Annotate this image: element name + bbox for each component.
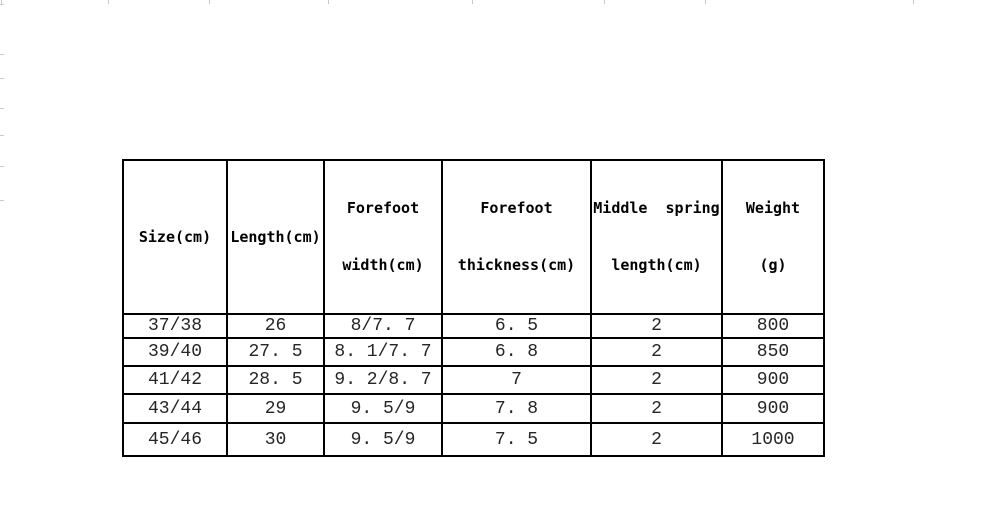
cell-middle-spring-length: 2 xyxy=(590,422,723,457)
header-forefoot-thickness: Forefoot thickness(cm) xyxy=(441,159,592,315)
table-row: 43/44 29 9. 5/9 7. 8 2 900 xyxy=(122,393,825,424)
cell-forefoot-thickness: 6. 8 xyxy=(441,337,592,367)
header-length-label: Length(cm) xyxy=(230,227,321,246)
cell-size: 41/42 xyxy=(122,365,228,395)
cell-forefoot-thickness: 7. 8 xyxy=(441,393,592,424)
header-forefoot-width: Forefoot width(cm) xyxy=(323,159,443,315)
cell-length: 30 xyxy=(226,422,325,457)
gridline-tick xyxy=(0,108,4,109)
cell-forefoot-width: 9. 2/8. 7 xyxy=(323,365,443,395)
cell-weight: 900 xyxy=(721,393,825,424)
header-forefoot-width-line1: Forefoot xyxy=(346,199,420,217)
header-row: Size(cm) Length(cm) Forefoot width(cm) F… xyxy=(122,159,825,315)
gridline-tick xyxy=(705,0,706,4)
cell-length: 26 xyxy=(226,313,325,339)
gridline-tick xyxy=(328,0,329,4)
cell-forefoot-width: 9. 5/9 xyxy=(323,422,443,457)
cell-forefoot-width: 8. 1/7. 7 xyxy=(323,337,443,367)
cell-length: 28. 5 xyxy=(226,365,325,395)
gridline-tick xyxy=(0,135,4,136)
header-middle-spring-line2: length(cm) xyxy=(611,256,702,274)
gridline-tick xyxy=(472,0,473,4)
table-row: 39/40 27. 5 8. 1/7. 7 6. 8 2 850 xyxy=(122,337,825,367)
gridline-tick xyxy=(604,0,605,4)
header-forefoot-thickness-line2: thickness(cm) xyxy=(457,256,576,274)
cell-length: 27. 5 xyxy=(226,337,325,367)
cell-middle-spring-length: 2 xyxy=(590,365,723,395)
gridline-tick xyxy=(0,200,4,201)
header-length: Length(cm) xyxy=(226,159,325,315)
cell-forefoot-thickness: 6. 5 xyxy=(441,313,592,339)
gridline-tick xyxy=(913,0,914,4)
gridline-tick xyxy=(0,54,4,55)
size-spec-table: Size(cm) Length(cm) Forefoot width(cm) F… xyxy=(122,159,825,457)
header-middle-spring-line1: Middle spring xyxy=(593,199,720,217)
cell-size: 45/46 xyxy=(122,422,228,457)
cell-length: 29 xyxy=(226,393,325,424)
table-row: 41/42 28. 5 9. 2/8. 7 7 2 900 xyxy=(122,365,825,395)
table-row: 37/38 26 8/7. 7 6. 5 2 800 xyxy=(122,313,825,339)
header-forefoot-thickness-line1: Forefoot xyxy=(480,199,553,217)
header-middle-spring-length: Middle spring length(cm) xyxy=(590,159,723,315)
table-row: 45/46 30 9. 5/9 7. 5 2 1000 xyxy=(122,422,825,457)
cell-size: 37/38 xyxy=(122,313,228,339)
cell-forefoot-width: 8/7. 7 xyxy=(323,313,443,339)
cell-forefoot-width: 9. 5/9 xyxy=(323,393,443,424)
gridline-tick xyxy=(0,78,4,79)
gridline-tick xyxy=(0,4,4,5)
cell-weight: 800 xyxy=(721,313,825,339)
gridline-tick xyxy=(0,166,4,167)
cell-middle-spring-length: 2 xyxy=(590,393,723,424)
gridline-tick xyxy=(209,0,210,4)
cell-weight: 900 xyxy=(721,365,825,395)
header-weight-line1: Weight xyxy=(745,199,801,217)
cell-forefoot-thickness: 7 xyxy=(441,365,592,395)
cell-forefoot-thickness: 7. 5 xyxy=(441,422,592,457)
header-forefoot-width-line2: width(cm) xyxy=(342,256,424,274)
gridline-tick xyxy=(108,0,109,4)
cell-size: 43/44 xyxy=(122,393,228,424)
cell-middle-spring-length: 2 xyxy=(590,337,723,367)
header-weight-line2: (g) xyxy=(759,256,787,274)
cell-weight: 850 xyxy=(721,337,825,367)
header-size-label: Size(cm) xyxy=(138,227,212,246)
cell-weight: 1000 xyxy=(721,422,825,457)
cell-size: 39/40 xyxy=(122,337,228,367)
header-size: Size(cm) xyxy=(122,159,228,315)
cell-middle-spring-length: 2 xyxy=(590,313,723,339)
gridline-tick xyxy=(1,0,2,4)
header-weight: Weight (g) xyxy=(721,159,825,315)
